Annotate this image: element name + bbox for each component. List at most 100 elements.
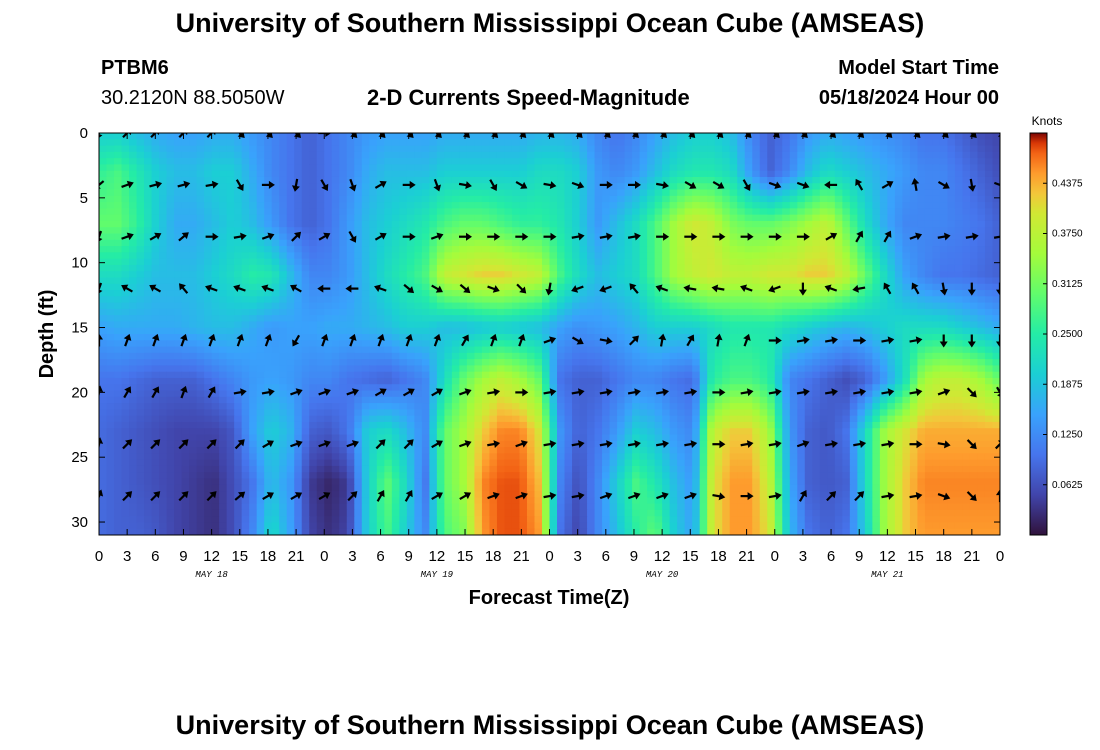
heatmap-cell [977, 183, 986, 191]
heatmap-cell [391, 377, 400, 385]
heatmap-cell [594, 233, 603, 241]
heatmap-cell [594, 346, 603, 354]
heatmap-cell [361, 164, 370, 172]
heatmap-cell [474, 176, 483, 184]
heatmap-cell [414, 384, 423, 392]
heatmap-cell [99, 334, 108, 341]
heatmap-cell [264, 158, 273, 166]
heatmap-cell [391, 189, 400, 197]
heatmap-cell [587, 139, 596, 147]
heatmap-cell [834, 239, 843, 247]
heatmap-cell [662, 384, 671, 392]
heatmap-cell [354, 183, 363, 191]
heatmap-cell [324, 352, 333, 360]
heatmap-cell [834, 377, 843, 385]
heatmap-cell [324, 202, 333, 209]
heatmap-cell [647, 359, 656, 367]
heatmap-cell [136, 308, 145, 316]
heatmap-cell [384, 220, 393, 228]
heatmap-cell [782, 321, 791, 329]
heatmap-cell [271, 321, 280, 329]
heatmap-cell [226, 176, 235, 184]
heatmap-cell [241, 365, 250, 373]
heatmap-cell [744, 145, 753, 153]
heatmap-cell [436, 346, 445, 354]
heatmap-cell [504, 208, 513, 216]
heatmap-cell [722, 290, 731, 297]
heatmap-cell [699, 145, 708, 153]
heatmap-cell [114, 195, 123, 203]
heatmap-cell [279, 377, 288, 385]
heatmap-cell [249, 164, 258, 172]
heatmap-cell [346, 208, 355, 216]
heatmap-cell [99, 384, 108, 392]
heatmap-cell [241, 340, 250, 348]
heatmap-cell [977, 227, 986, 235]
heatmap-cell [129, 315, 138, 323]
heatmap-cell [887, 302, 896, 310]
heatmap-cell [144, 158, 153, 166]
heatmap-cell [151, 170, 160, 178]
heatmap-cell [992, 302, 1000, 310]
heatmap-cell [579, 151, 588, 159]
heatmap-cell [429, 277, 438, 285]
heatmap-cell [624, 384, 633, 392]
heatmap-cell [639, 208, 648, 216]
heatmap-cell [241, 176, 250, 184]
heatmap-cell [339, 246, 348, 253]
heatmap-cell [99, 390, 108, 398]
heatmap-cell [136, 202, 145, 209]
heatmap-cell [309, 176, 318, 184]
heatmap-cell [752, 239, 761, 247]
heatmap-cell [617, 258, 626, 266]
heatmap-cell [759, 258, 768, 266]
heatmap-cell [572, 346, 581, 354]
heatmap-cell [99, 308, 108, 316]
heatmap-cell [421, 227, 430, 235]
heatmap-cell [804, 195, 813, 203]
heatmap-cell [136, 346, 145, 354]
heatmap-cell [797, 340, 806, 348]
heatmap-cell [316, 371, 325, 379]
heatmap-cell [887, 315, 896, 323]
heatmap-cell [549, 277, 558, 285]
heatmap-cell [309, 233, 318, 241]
heatmap-cell [572, 176, 581, 184]
heatmap-cell [602, 239, 611, 247]
heatmap-cell [196, 170, 205, 178]
heatmap-cell [459, 176, 468, 184]
heatmap-cell [849, 308, 858, 316]
heatmap-cell [699, 258, 708, 266]
heatmap-cell [662, 170, 671, 178]
heatmap-cell [804, 384, 813, 392]
heatmap-cell [692, 239, 701, 247]
heatmap-cell [962, 151, 971, 159]
heatmap-cell [729, 246, 738, 253]
heatmap-cell [977, 195, 986, 203]
heatmap-cell [189, 239, 198, 247]
heatmap-cell [144, 139, 153, 147]
heatmap-cell [677, 283, 686, 291]
heatmap-cell [406, 365, 415, 373]
heatmap-cell [151, 239, 160, 247]
heatmap-cell [151, 340, 160, 348]
heatmap-cell [909, 170, 919, 178]
heatmap-cell [909, 151, 919, 159]
heatmap-cell [211, 189, 220, 197]
heatmap-cell [496, 315, 506, 323]
heatmap-cell [609, 352, 618, 360]
heatmap-cell [767, 308, 776, 316]
heatmap-cell [129, 208, 138, 216]
heatmap-cell [662, 302, 671, 310]
heatmap-cell [579, 258, 588, 266]
heatmap-cell [234, 277, 243, 285]
heatmap-cell [932, 170, 941, 178]
heatmap-cell [834, 346, 843, 354]
heatmap-cell [662, 271, 671, 279]
heatmap-cell [159, 246, 168, 253]
heatmap-cell [429, 164, 438, 172]
heatmap-cell [549, 158, 558, 166]
heatmap-cell [316, 271, 325, 279]
heatmap-cell [121, 327, 130, 335]
heatmap-cell [219, 296, 228, 304]
